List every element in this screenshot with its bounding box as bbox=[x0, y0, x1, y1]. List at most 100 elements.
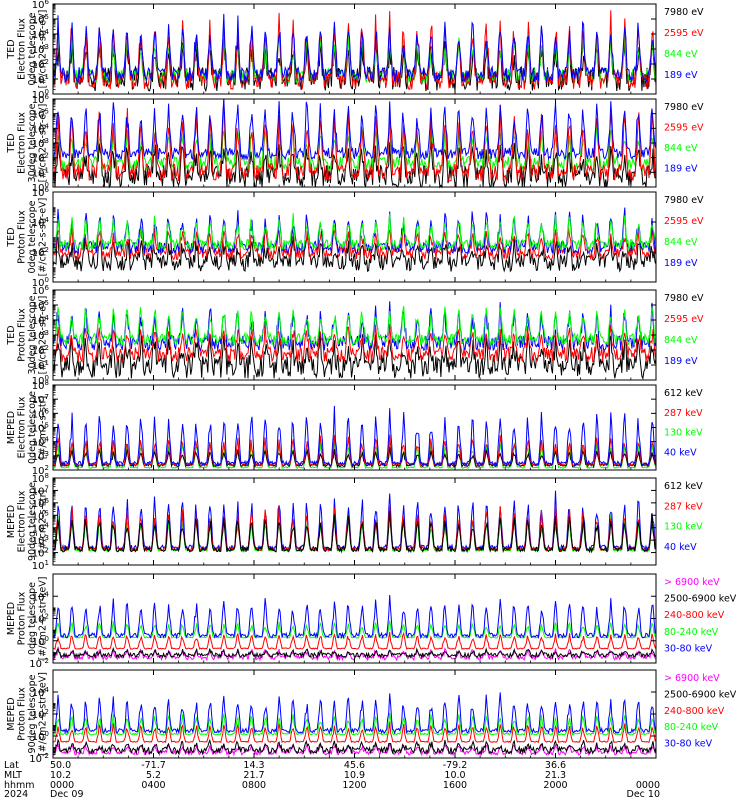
legend-entry: 2500-6900 keV bbox=[664, 594, 737, 605]
y-tick-label: 102 bbox=[32, 547, 49, 560]
x-tick-label-hhmm: 0000 bbox=[636, 780, 660, 791]
x-row-label: 2024 bbox=[4, 789, 28, 800]
y-tick-label: 103 bbox=[32, 329, 49, 342]
legend-entry: 7980 eV bbox=[664, 293, 704, 304]
legend-entry: 80-240 keV bbox=[664, 722, 719, 733]
series-line-8-2 bbox=[52, 712, 657, 736]
panel-frame bbox=[52, 573, 657, 664]
y-tick-label: 104 bbox=[32, 686, 50, 699]
series-line-8-3 bbox=[52, 692, 657, 735]
legend-entry: 7980 eV bbox=[664, 102, 704, 113]
y-tick-label: 101 bbox=[32, 73, 49, 86]
x-tick-label-date: Dec 09 bbox=[50, 789, 84, 800]
y-axis-label: MEPEDElectron Flux0deg telescope[#/cm2-s… bbox=[6, 391, 49, 464]
y-tick-label: 105 bbox=[32, 108, 49, 121]
y-tick-label: 108 bbox=[32, 472, 49, 485]
y-tick-label: 10-2 bbox=[29, 657, 49, 670]
y-tick-label: 106 bbox=[32, 497, 50, 510]
y-tick-label: 106 bbox=[32, 0, 50, 11]
x-tick-label-lat: -71.7 bbox=[141, 760, 166, 771]
x-row-label: Lat bbox=[4, 760, 19, 771]
x-tick-label-mlt: 10.0 bbox=[444, 770, 465, 781]
y-tick-label: 100 bbox=[32, 635, 49, 648]
series-line-8-5 bbox=[52, 738, 657, 756]
panel-frame bbox=[52, 477, 657, 566]
x-tick-label-hhmm: 1200 bbox=[342, 780, 366, 791]
legend-entry: 7980 eV bbox=[664, 7, 704, 18]
legend-entry: 612 keV bbox=[664, 388, 703, 399]
y-tick-label: 104 bbox=[32, 590, 50, 603]
series-line-7-3 bbox=[52, 594, 657, 640]
legend-entry: 80-240 keV bbox=[664, 627, 719, 638]
legend-entry: 844 eV bbox=[664, 49, 698, 60]
legend-entry: > 6900 keV bbox=[664, 577, 720, 588]
series-line-4-2 bbox=[52, 321, 657, 364]
y-tick-label: 102 bbox=[32, 464, 49, 477]
legend-entry: 2500-6900 keV bbox=[664, 689, 737, 700]
y-tick-label: 102 bbox=[32, 613, 49, 626]
series-line-7-1 bbox=[52, 631, 657, 650]
y-axis-label: TEDElectron Flux30deg telescope[#/cm2-s-… bbox=[6, 103, 49, 182]
legend-entry: 189 eV bbox=[664, 70, 698, 81]
series-line-3-4 bbox=[52, 213, 657, 252]
series-line-7-2 bbox=[52, 620, 657, 639]
legend-entry: 240-800 keV bbox=[664, 610, 725, 621]
x-tick-label-mlt: 21.7 bbox=[243, 770, 264, 781]
y-tick-label: 101 bbox=[32, 359, 49, 372]
series-line-7-5 bbox=[52, 646, 657, 660]
legend-entry: 130 keV bbox=[664, 428, 703, 439]
series-line-8-4 bbox=[52, 742, 657, 757]
y-tick-label: 102 bbox=[32, 344, 49, 357]
legend-entry: 189 eV bbox=[664, 164, 698, 175]
y-tick-label: 102 bbox=[32, 152, 49, 165]
series-line-2-2 bbox=[52, 121, 657, 173]
legend-entry: 40 keV bbox=[664, 542, 697, 553]
legend-entry: 287 keV bbox=[664, 501, 703, 512]
legend-entry: 7980 eV bbox=[664, 195, 704, 206]
series-line-8-1 bbox=[52, 721, 657, 744]
y-tick-label: 100 bbox=[32, 276, 49, 289]
y-tick-label: 106 bbox=[32, 186, 50, 199]
y-tick-label: 105 bbox=[32, 422, 49, 435]
x-tick-label-mlt: 21.3 bbox=[545, 770, 566, 781]
x-tick-label-lat: 14.3 bbox=[243, 760, 264, 771]
y-tick-label: 104 bbox=[32, 122, 50, 135]
x-tick-label-hhmm: 0800 bbox=[242, 780, 266, 791]
legend-entry: 844 eV bbox=[664, 143, 698, 154]
y-tick-label: 102 bbox=[32, 708, 49, 721]
y-tick-label: 106 bbox=[32, 407, 50, 420]
legend-entry: 2595 eV bbox=[664, 28, 704, 39]
y-tick-label: 100 bbox=[32, 374, 49, 387]
y-tick-label: 104 bbox=[32, 314, 50, 327]
series-line-2-3 bbox=[52, 98, 657, 183]
x-tick-label-mlt: 5.2 bbox=[146, 770, 161, 781]
y-axis-label: TEDProton Flux30deg telescope[#/cm2-s-st… bbox=[6, 295, 49, 374]
series-line-2-1 bbox=[52, 141, 657, 189]
y-tick-label: 101 bbox=[32, 166, 49, 179]
y-tick-label: 102 bbox=[32, 246, 49, 259]
x-tick-label-mlt: 10.9 bbox=[344, 770, 365, 781]
legend-entry: 189 eV bbox=[664, 258, 698, 269]
series-line-5-4 bbox=[52, 405, 657, 468]
legend-entry: 287 keV bbox=[664, 408, 703, 419]
series-line-2-4 bbox=[52, 98, 657, 161]
y-tick-label: 106 bbox=[32, 284, 50, 297]
panel-frame bbox=[52, 669, 657, 759]
x-tick-label-hhmm: 2000 bbox=[543, 780, 567, 791]
y-tick-label: 108 bbox=[32, 379, 49, 392]
y-tick-label: 100 bbox=[32, 730, 49, 743]
y-tick-label: 107 bbox=[32, 393, 49, 406]
series-line-6-2 bbox=[52, 490, 657, 552]
y-axis-label: TEDProton Flux0deg telescope[#/cm2-s-str… bbox=[6, 198, 49, 277]
legend-entry: 30-80 keV bbox=[664, 643, 713, 654]
x-tick-label-date: Dec 10 bbox=[627, 789, 661, 800]
x-tick-label-lat: -79.2 bbox=[443, 760, 468, 771]
y-tick-label: 105 bbox=[32, 13, 49, 26]
y-tick-label: 105 bbox=[32, 299, 49, 312]
